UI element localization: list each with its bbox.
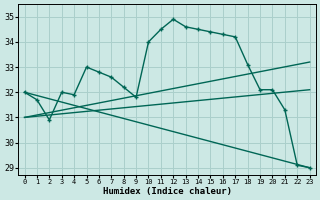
X-axis label: Humidex (Indice chaleur): Humidex (Indice chaleur) [103, 187, 232, 196]
